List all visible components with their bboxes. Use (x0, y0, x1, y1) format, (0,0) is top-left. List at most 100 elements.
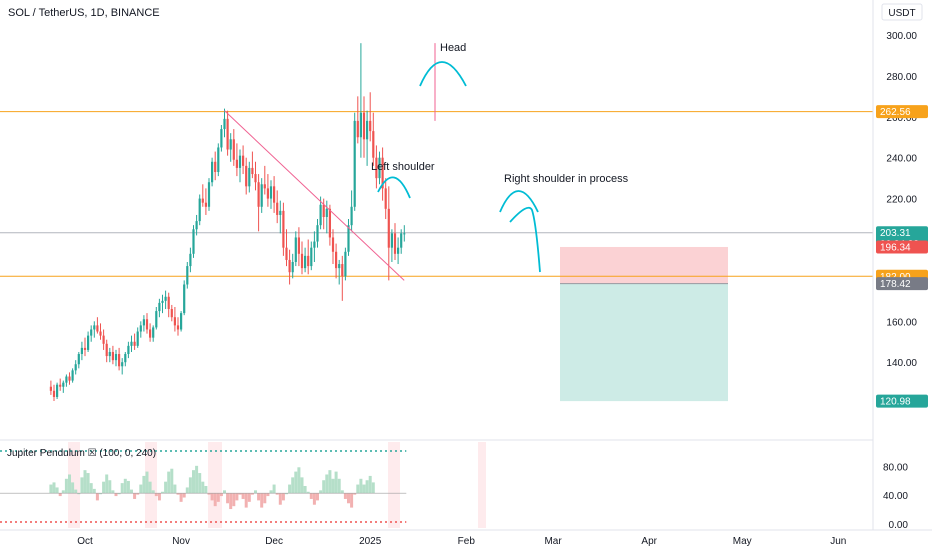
candle-body[interactable] (68, 376, 71, 381)
candle-body[interactable] (325, 208, 328, 218)
candle-body[interactable] (192, 229, 195, 254)
price-tag-120.98[interactable] (876, 394, 928, 408)
head-arc[interactable] (419, 61, 467, 87)
candle-body[interactable] (161, 300, 164, 303)
candle-body[interactable] (288, 259, 291, 273)
candle-body[interactable] (397, 247, 400, 254)
candle-body[interactable] (384, 188, 387, 209)
candle-body[interactable] (254, 174, 257, 183)
left-shoulder-arc[interactable] (377, 176, 411, 199)
annotation-left-shoulder[interactable]: Left shoulder (371, 161, 435, 173)
candle-body[interactable] (217, 147, 220, 173)
candle-body[interactable] (285, 247, 288, 260)
candle-body[interactable] (158, 302, 161, 312)
candle-body[interactable] (96, 325, 99, 332)
projection-path[interactable] (509, 206, 541, 273)
candle-body[interactable] (90, 329, 93, 336)
candle-body[interactable] (362, 112, 366, 140)
candle-body[interactable] (387, 208, 390, 248)
indicator-label[interactable]: Jupiter Pendulum ☒ (100, 0, 240) (7, 448, 156, 459)
candle-body[interactable] (52, 390, 56, 397)
take-profit-zone[interactable] (560, 283, 728, 402)
candle-body[interactable] (118, 354, 121, 367)
candle-body[interactable] (223, 118, 226, 130)
candle-body[interactable] (331, 237, 335, 252)
candle-body[interactable] (260, 184, 263, 207)
candle-body[interactable] (279, 210, 282, 215)
candle-body[interactable] (381, 157, 384, 189)
candle-body[interactable] (359, 112, 362, 138)
candle-body[interactable] (341, 264, 344, 277)
candle-body[interactable] (335, 251, 338, 269)
candle-body[interactable] (149, 329, 152, 338)
candle-body[interactable] (322, 204, 325, 218)
candle-body[interactable] (207, 182, 211, 207)
candle-body[interactable] (77, 354, 80, 365)
candle-body[interactable] (344, 251, 347, 277)
candle-body[interactable] (83, 347, 87, 350)
candle-body[interactable] (173, 317, 176, 326)
candle-body[interactable] (245, 165, 248, 187)
candle-body[interactable] (62, 382, 65, 387)
candle-body[interactable] (167, 296, 170, 310)
candle-body[interactable] (328, 208, 331, 238)
candle-body[interactable] (316, 225, 319, 242)
candle-body[interactable] (400, 233, 403, 248)
candle-body[interactable] (248, 167, 251, 187)
candle-body[interactable] (99, 331, 102, 336)
candle-body[interactable] (133, 341, 136, 346)
candle-body[interactable] (273, 186, 276, 203)
candle-body[interactable] (282, 210, 285, 248)
candle-body[interactable] (139, 325, 142, 332)
candle-body[interactable] (145, 319, 149, 330)
candle-body[interactable] (372, 131, 375, 158)
candle-body[interactable] (201, 198, 204, 203)
price-tag-196.34[interactable] (876, 240, 928, 254)
candle-body[interactable] (269, 186, 273, 199)
candle-body[interactable] (180, 313, 183, 330)
annotation-right-shoulder[interactable]: Right shoulder in process (504, 173, 629, 185)
candle-body[interactable] (124, 354, 127, 363)
candle-body[interactable] (310, 247, 313, 267)
candle-body[interactable] (164, 296, 167, 301)
candle-body[interactable] (65, 376, 68, 383)
candle-body[interactable] (105, 343, 108, 357)
candle-body[interactable] (266, 188, 269, 199)
price-tag-262.56[interactable] (876, 105, 928, 119)
candle-body[interactable] (229, 139, 232, 150)
candle-body[interactable] (121, 362, 124, 367)
candle-body[interactable] (152, 327, 155, 338)
candle-body[interactable] (304, 255, 307, 269)
candle-body[interactable] (114, 354, 118, 361)
candle-body[interactable] (242, 155, 245, 166)
currency-box[interactable] (881, 3, 923, 21)
candle-body[interactable] (136, 331, 139, 346)
candle-body[interactable] (220, 129, 223, 148)
candle-body[interactable] (189, 253, 192, 267)
candle-body[interactable] (235, 159, 238, 168)
candle-body[interactable] (211, 161, 214, 183)
candle-body[interactable] (403, 233, 406, 235)
candle-body[interactable] (356, 120, 359, 138)
candle-body[interactable] (170, 309, 173, 318)
candle-body[interactable] (369, 120, 372, 132)
candle-body[interactable] (353, 120, 356, 207)
candle-body[interactable] (155, 311, 158, 328)
trend-line[interactable] (224, 110, 405, 281)
stop-loss-zone[interactable] (560, 246, 728, 284)
candle-body[interactable] (130, 341, 133, 346)
candle-body[interactable] (276, 202, 279, 215)
symbol-title[interactable]: SOL / TetherUS, 1D, BINANCE (8, 7, 160, 19)
candle-body[interactable] (176, 325, 180, 330)
candle-body[interactable] (102, 335, 105, 344)
candle-body[interactable] (204, 202, 207, 207)
candle-body[interactable] (350, 206, 353, 226)
candle-body[interactable] (257, 182, 260, 207)
candle-body[interactable] (226, 118, 229, 150)
candle-body[interactable] (313, 241, 316, 248)
candle-body[interactable] (291, 261, 294, 273)
candle-body[interactable] (338, 264, 341, 269)
candle-body[interactable] (186, 266, 189, 285)
candle-body[interactable] (300, 253, 304, 269)
candle-body[interactable] (251, 167, 254, 175)
